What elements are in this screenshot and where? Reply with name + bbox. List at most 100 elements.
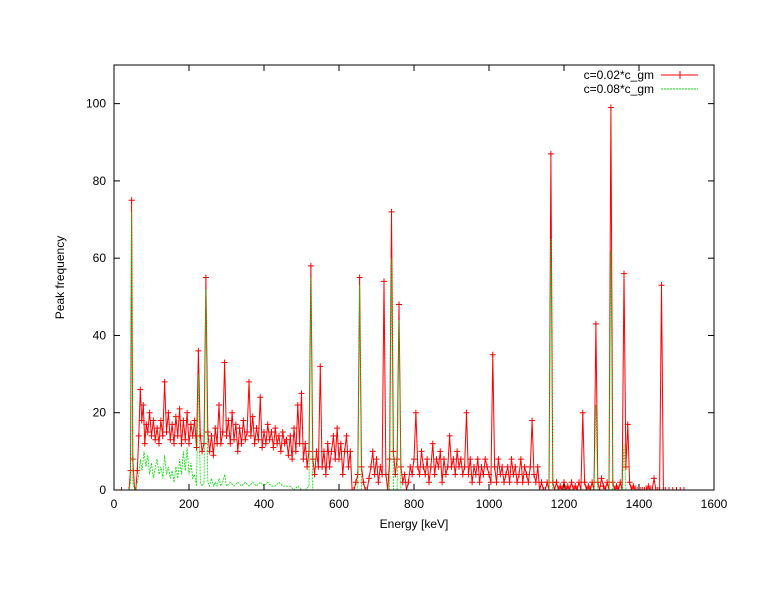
data-point — [262, 440, 269, 447]
data-point — [532, 479, 539, 486]
data-point — [259, 444, 266, 451]
data-point — [274, 440, 281, 447]
data-point — [519, 479, 526, 486]
data-point — [424, 456, 431, 463]
data-point — [244, 429, 251, 436]
data-point — [234, 448, 241, 455]
legend-label-series-1: c=0.02*c_gm — [584, 68, 654, 82]
data-point — [381, 278, 387, 285]
y-tick-label: 20 — [93, 406, 107, 420]
data-point — [249, 413, 256, 420]
data-point — [431, 471, 438, 478]
data-point — [429, 440, 436, 447]
data-point — [161, 378, 168, 385]
data-point — [521, 463, 528, 470]
legend: c=0.02*c_gm c=0.08*c_gm — [584, 68, 698, 96]
data-point — [336, 456, 342, 463]
data-point — [677, 487, 684, 490]
data-point — [547, 150, 554, 157]
data-point — [191, 417, 198, 424]
data-point — [343, 432, 350, 439]
data-point — [240, 417, 247, 424]
data-point — [255, 436, 262, 443]
data-point — [367, 463, 374, 470]
data-point — [442, 471, 449, 478]
data-point — [287, 432, 294, 439]
data-point — [579, 409, 586, 416]
data-point — [202, 274, 209, 281]
data-point — [193, 444, 200, 451]
data-point — [167, 436, 174, 443]
data-point — [195, 347, 202, 354]
data-point — [639, 487, 646, 490]
data-point — [570, 487, 577, 490]
series-line — [114, 107, 684, 490]
data-point — [551, 487, 558, 490]
legend-marker-series-1 — [676, 71, 684, 79]
data-point — [658, 282, 665, 289]
data-point — [637, 487, 644, 490]
data-point — [506, 479, 513, 486]
data-point — [427, 463, 434, 470]
data-point — [660, 487, 667, 490]
data-point — [508, 456, 515, 463]
data-point — [441, 456, 447, 463]
data-point — [576, 479, 582, 486]
data-point — [144, 429, 151, 436]
data-point — [388, 208, 395, 215]
data-point — [615, 487, 622, 490]
series-1 — [114, 104, 687, 490]
data-point — [279, 429, 286, 436]
data-point — [266, 436, 273, 443]
data-point — [412, 409, 419, 416]
data-point — [457, 456, 464, 463]
data-point — [135, 432, 142, 439]
x-tick-label: 0 — [111, 497, 118, 511]
data-point — [221, 359, 228, 366]
data-point — [197, 432, 204, 439]
data-point — [512, 463, 519, 470]
data-point — [456, 463, 462, 470]
data-point — [163, 429, 170, 436]
data-point — [669, 487, 676, 490]
data-point — [334, 425, 341, 432]
data-point — [268, 429, 275, 436]
data-point — [596, 487, 603, 490]
data-point — [247, 432, 254, 439]
data-point — [294, 402, 301, 408]
data-point — [165, 409, 172, 416]
data-point — [146, 409, 153, 416]
data-point — [298, 390, 305, 397]
data-point — [450, 456, 457, 463]
data-point — [504, 463, 511, 470]
data-point — [169, 421, 176, 428]
data-point — [322, 471, 329, 478]
data-point — [140, 402, 147, 408]
data-point — [416, 471, 423, 478]
data-point — [138, 417, 145, 424]
data-point — [634, 487, 641, 490]
data-point — [328, 448, 335, 455]
data-point — [281, 440, 288, 447]
data-point — [649, 487, 656, 490]
data-point — [662, 487, 669, 490]
data-point — [292, 448, 299, 455]
data-point — [502, 471, 509, 478]
data-point — [347, 448, 354, 455]
data-point — [257, 394, 264, 401]
data-point — [585, 483, 592, 490]
data-point — [499, 463, 506, 470]
x-tick-label: 800 — [404, 497, 424, 511]
data-point — [184, 409, 191, 416]
data-point — [330, 432, 337, 439]
data-point — [227, 440, 234, 447]
data-point — [461, 463, 468, 470]
data-point — [154, 425, 161, 432]
data-point — [583, 487, 590, 490]
data-point — [291, 425, 297, 432]
data-point — [369, 448, 376, 455]
data-point — [403, 487, 410, 490]
data-point — [382, 471, 389, 478]
data-point — [611, 487, 618, 490]
data-point — [478, 463, 485, 470]
